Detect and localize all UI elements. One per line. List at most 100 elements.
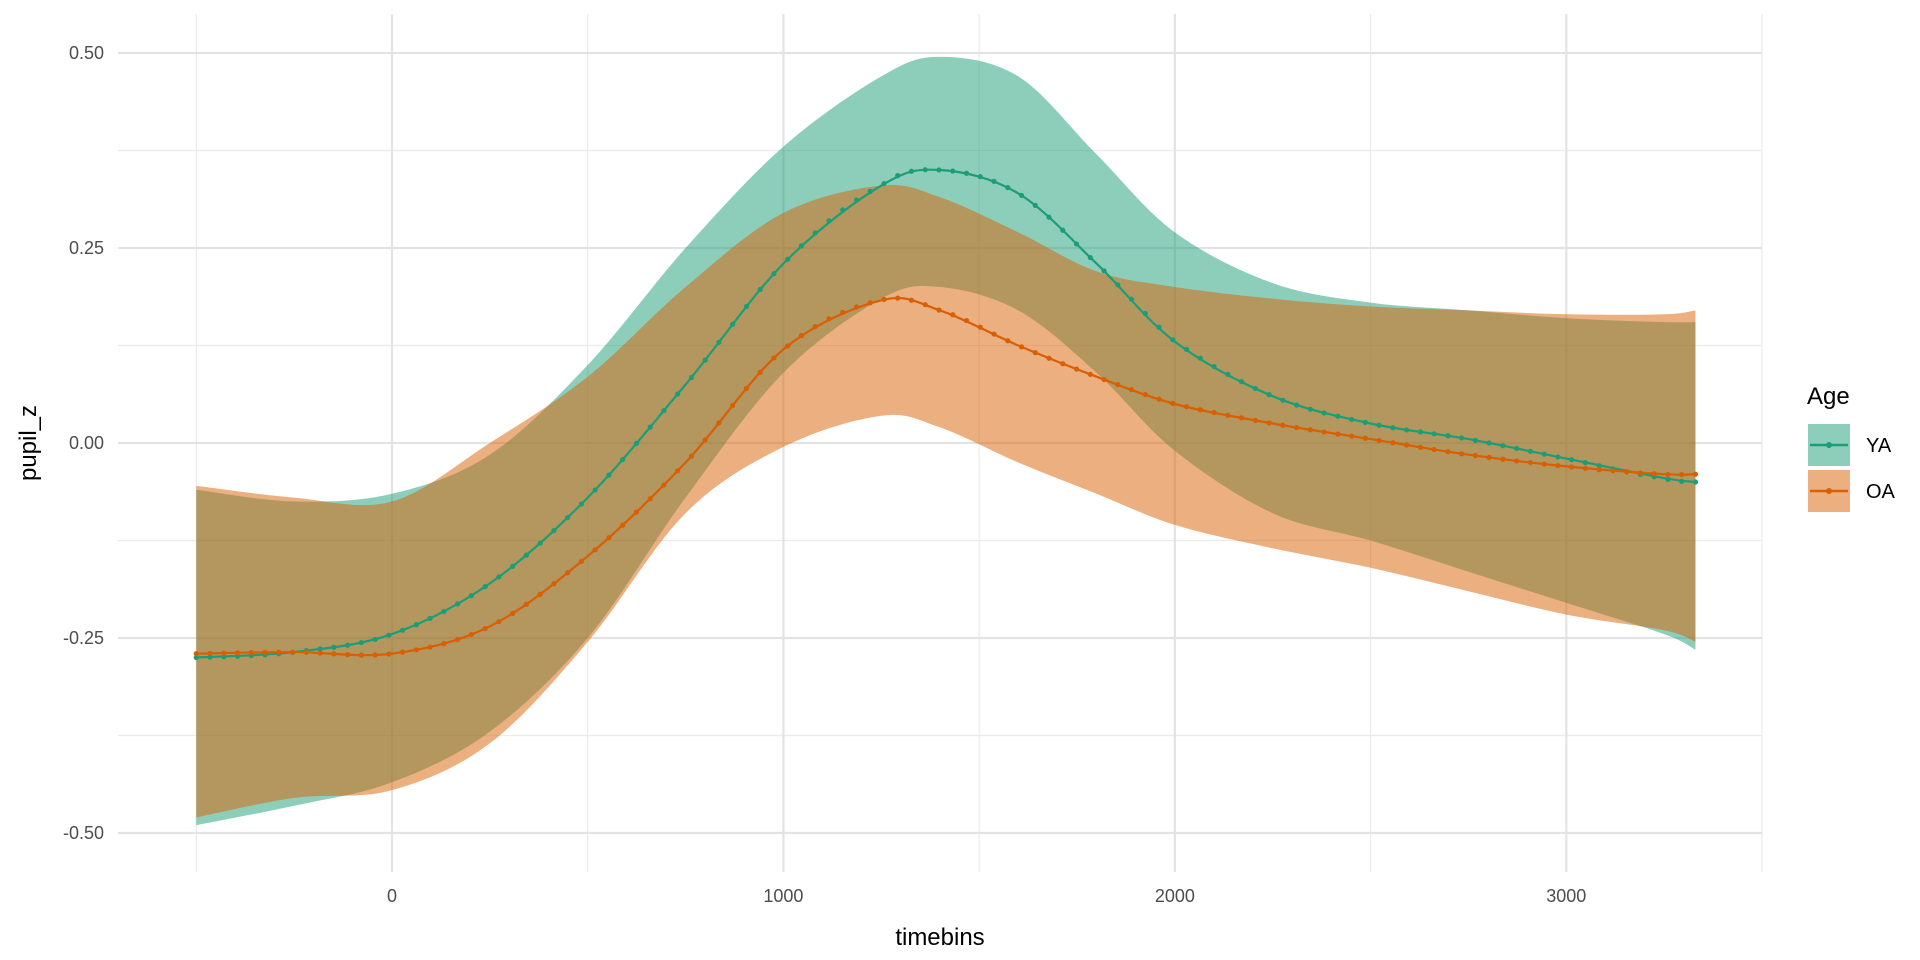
- point-oa: [867, 300, 873, 306]
- point-oa: [798, 333, 805, 339]
- legend-title: Age: [1807, 383, 1850, 410]
- point-oa: [1514, 458, 1520, 464]
- point-oa: [1142, 391, 1148, 398]
- point-oa: [455, 636, 461, 643]
- point-oa: [977, 324, 983, 330]
- point-oa: [1362, 435, 1368, 441]
- point-ya: [1665, 476, 1671, 482]
- point-ya: [358, 639, 364, 646]
- point-oa: [1624, 469, 1630, 475]
- point-oa: [1349, 433, 1355, 439]
- point-ya: [537, 540, 543, 546]
- point-ya: [1431, 431, 1437, 437]
- point-ya: [1197, 355, 1203, 361]
- y-tick-label: -0.50: [63, 823, 104, 843]
- point-ya: [1156, 324, 1162, 330]
- point-ya: [661, 407, 667, 414]
- point-oa: [922, 302, 928, 308]
- point-oa: [675, 468, 681, 474]
- point-ya: [207, 654, 213, 660]
- x-tick-label: 0: [387, 886, 397, 906]
- point-ya: [1486, 440, 1492, 446]
- point-oa: [1266, 420, 1272, 426]
- point-ya: [193, 654, 199, 661]
- point-oa: [537, 591, 543, 597]
- point-ya: [730, 321, 736, 327]
- point-oa: [1032, 350, 1038, 356]
- point-ya: [482, 584, 488, 590]
- point-oa: [1404, 442, 1410, 448]
- point-oa: [578, 558, 584, 564]
- point-ya: [1472, 437, 1478, 443]
- point-ya: [1115, 282, 1121, 288]
- point-oa: [496, 618, 502, 625]
- point-ya: [688, 374, 695, 381]
- point-ya: [317, 646, 323, 652]
- point-oa: [262, 649, 268, 655]
- point-ya: [826, 218, 832, 224]
- point-oa: [523, 601, 529, 607]
- point-ya: [771, 271, 777, 277]
- point-oa: [482, 625, 488, 632]
- point-ya: [867, 188, 873, 194]
- point-ya: [1555, 454, 1561, 460]
- point-oa: [1665, 471, 1671, 478]
- x-tick-label: 2000: [1155, 886, 1195, 906]
- point-oa: [1293, 424, 1300, 431]
- point-oa: [317, 650, 323, 656]
- point-oa: [386, 651, 392, 657]
- point-oa: [1472, 453, 1478, 459]
- point-oa: [620, 522, 626, 528]
- point-oa: [1376, 437, 1382, 444]
- x-tick-label: 1000: [763, 886, 803, 906]
- point-ya: [1307, 406, 1313, 412]
- point-ya: [1459, 435, 1465, 441]
- point-ya: [936, 167, 942, 173]
- point-ya: [1335, 413, 1341, 419]
- point-ya: [908, 168, 915, 174]
- point-ya: [702, 357, 708, 363]
- point-oa: [1101, 376, 1107, 383]
- point-ya: [1101, 268, 1107, 274]
- point-ya: [1183, 346, 1190, 352]
- point-oa: [812, 323, 818, 330]
- point-ya: [523, 552, 529, 558]
- point-oa: [468, 631, 474, 638]
- point-ya: [1362, 419, 1368, 425]
- point-oa: [399, 649, 406, 655]
- point-ya: [1238, 379, 1245, 385]
- legend-label-oa: OA: [1866, 481, 1896, 503]
- y-tick-label: -0.25: [63, 628, 104, 648]
- point-oa: [730, 402, 736, 409]
- point-oa: [1582, 465, 1589, 471]
- point-oa: [936, 307, 942, 313]
- point-oa: [1046, 355, 1052, 361]
- series-lines: [193, 167, 1699, 661]
- point-oa: [1005, 338, 1011, 344]
- point-oa: [1211, 409, 1217, 416]
- point-ya: [1417, 429, 1423, 435]
- point-oa: [853, 304, 860, 310]
- point-ya: [372, 636, 378, 642]
- point-oa: [771, 355, 777, 361]
- point-oa: [1018, 344, 1025, 350]
- point-ya: [1514, 445, 1520, 452]
- point-ya: [1073, 241, 1080, 247]
- point-ya: [551, 528, 557, 534]
- point-ya: [620, 456, 626, 463]
- point-oa: [372, 652, 378, 658]
- point-ya: [1005, 184, 1011, 191]
- point-ya: [1445, 433, 1451, 439]
- point-ya: [1596, 463, 1602, 469]
- point-oa: [1087, 371, 1093, 377]
- point-oa: [221, 650, 227, 656]
- point-oa: [1238, 415, 1245, 421]
- point-oa: [1431, 446, 1437, 453]
- point-oa: [1280, 422, 1286, 428]
- point-oa: [358, 652, 364, 658]
- point-ya: [1128, 296, 1135, 302]
- x-tick-label: 3000: [1546, 886, 1586, 906]
- point-ya: [413, 622, 419, 628]
- point-oa: [1183, 404, 1190, 410]
- legend: Age YA OA: [1807, 383, 1896, 512]
